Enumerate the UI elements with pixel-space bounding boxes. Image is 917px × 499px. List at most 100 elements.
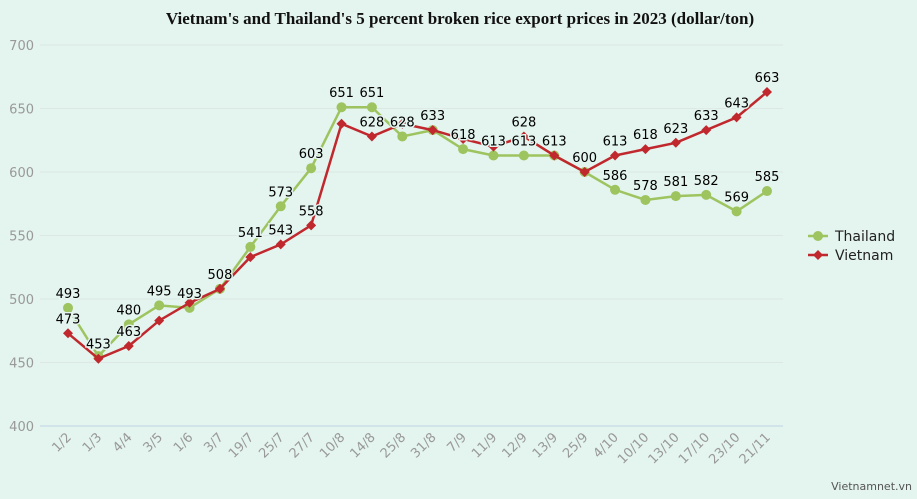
data-label: 569 [724, 190, 749, 205]
point [762, 186, 772, 197]
point [427, 125, 438, 136]
point [397, 118, 408, 129]
point [93, 353, 104, 364]
x-tick-label: 25/8 [378, 430, 409, 461]
point [549, 150, 560, 161]
x-tick-label: 19/7 [226, 430, 257, 461]
data-label: 618 [633, 128, 658, 143]
x-tick-label: 27/7 [287, 430, 318, 461]
series-line [67, 91, 768, 361]
point [306, 163, 317, 174]
legend-marker [813, 231, 823, 241]
data-label: 633 [694, 109, 719, 124]
x-tick-label: 11/9 [469, 430, 500, 461]
x-tick-label: 12/9 [499, 430, 530, 461]
point [610, 184, 621, 195]
data-label: 558 [299, 204, 324, 219]
data-label: 623 [663, 122, 688, 137]
data-label: 473 [56, 312, 81, 327]
point [670, 137, 681, 148]
point [640, 144, 651, 155]
data-label: 651 [359, 86, 384, 101]
x-tick-label: 3/7 [201, 430, 226, 455]
point [731, 112, 742, 123]
y-tick-label: 700 [9, 39, 34, 54]
data-label: 543 [268, 223, 293, 238]
data-label: 628 [359, 115, 384, 130]
legend-label: Vietnam [835, 248, 893, 264]
x-tick-label: 25/7 [256, 430, 287, 461]
data-label: 613 [542, 134, 567, 149]
point [306, 220, 317, 231]
x-tick-label: 14/8 [347, 430, 378, 461]
chart-title: Vietnam's and Thailand's 5 percent broke… [166, 9, 754, 28]
data-label: 508 [208, 268, 233, 283]
data-label: 581 [663, 175, 688, 190]
point [670, 191, 681, 202]
data-label: 613 [511, 134, 536, 149]
point [610, 150, 621, 161]
point [397, 131, 408, 142]
point [579, 167, 590, 177]
data-label: 582 [694, 174, 719, 189]
point [123, 319, 134, 330]
point [762, 86, 772, 97]
y-tick-label: 550 [9, 230, 34, 245]
legend-marker [813, 250, 823, 260]
data-label: 663 [755, 71, 780, 86]
point [731, 206, 742, 217]
point [366, 131, 377, 142]
data-label: 573 [268, 185, 293, 200]
point [701, 125, 712, 136]
point [63, 302, 73, 313]
data-label: 628 [511, 115, 536, 130]
point [275, 201, 286, 212]
series-line [66, 105, 768, 359]
data-label: 628 [390, 115, 415, 130]
legend-label: Thailand [834, 229, 895, 245]
point [518, 150, 529, 161]
point [245, 252, 256, 263]
data-label: 643 [724, 96, 749, 111]
data-label: 613 [481, 134, 506, 149]
data-label: 493 [177, 287, 202, 302]
data-label: 541 [238, 226, 263, 241]
data-label: 585 [755, 170, 780, 185]
x-tick-label: 23/10 [706, 430, 743, 467]
data-label: 586 [603, 169, 628, 184]
x-tick-label: 13/9 [530, 430, 561, 461]
point [488, 150, 499, 161]
point [336, 118, 347, 129]
y-tick-label: 500 [9, 293, 34, 308]
point [458, 144, 469, 155]
point [154, 315, 165, 326]
data-label: 578 [633, 179, 658, 194]
x-tick-label: 13/10 [646, 430, 683, 467]
x-tick-label: 3/5 [141, 430, 166, 455]
y-tick-label: 650 [9, 103, 34, 118]
data-label: 633 [420, 109, 445, 124]
data-label: 495 [147, 284, 172, 299]
data-label: 493 [56, 287, 81, 302]
data-label: 480 [116, 303, 141, 318]
x-tick-label: 1/6 [171, 430, 196, 455]
x-tick-label: 10/8 [317, 430, 348, 461]
data-label: 453 [86, 338, 111, 353]
point [275, 239, 286, 250]
data-label: 463 [116, 325, 141, 340]
x-tick-label: 1/3 [80, 430, 105, 455]
x-tick-label: 7/9 [445, 430, 470, 455]
point [123, 340, 134, 351]
x-tick-label: 17/10 [676, 430, 713, 467]
point [245, 241, 256, 252]
data-label: 651 [329, 86, 354, 101]
data-label: 600 [572, 151, 597, 166]
point [154, 300, 165, 311]
x-tick-label: 4/4 [110, 430, 135, 455]
point [336, 102, 347, 113]
x-tick-label: 10/10 [615, 430, 652, 467]
point [214, 283, 225, 294]
y-tick-label: 600 [9, 166, 34, 181]
point [366, 102, 377, 113]
